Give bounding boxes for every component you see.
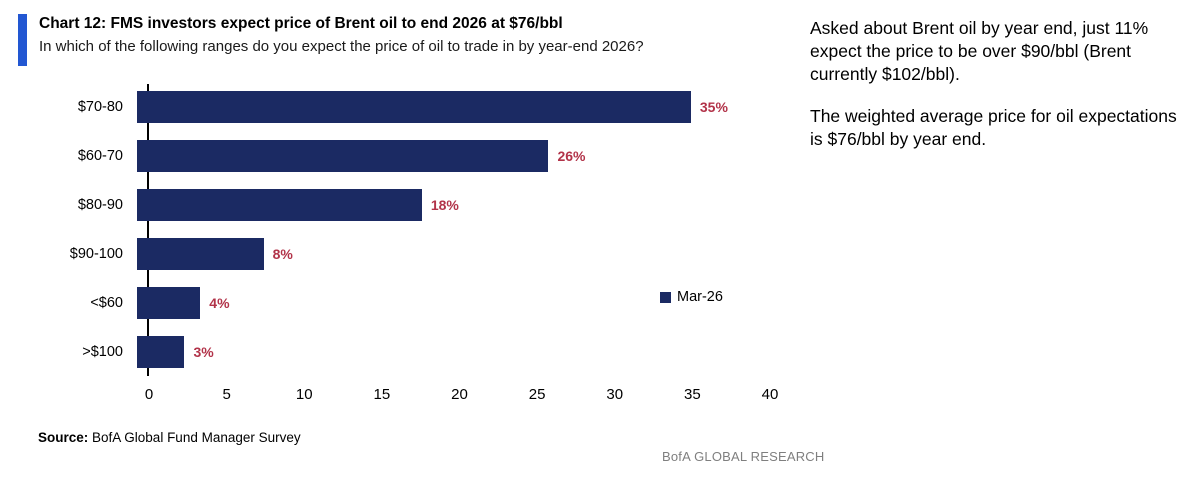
source-text: BofA Global Fund Manager Survey xyxy=(88,430,301,445)
x-tick-label: 5 xyxy=(222,386,231,403)
bar xyxy=(137,237,264,270)
bar-track: 8% xyxy=(135,229,770,278)
legend-label: Mar-26 xyxy=(677,289,723,305)
bar-rows: $70-80 35% $60-70 26% $80-90 18% $90-100 8% <$60… xyxy=(40,82,770,376)
commentary-paragraph-2: The weighted average price for oil expec… xyxy=(810,106,1177,149)
commentary-block: Asked about Brent oil by year end, just … xyxy=(810,17,1188,171)
category-label: $70-80 xyxy=(77,98,123,115)
bar-value-label: 35% xyxy=(699,98,728,115)
legend-swatch-icon xyxy=(660,291,671,303)
accent-bar xyxy=(18,14,27,66)
x-tick-label: 10 xyxy=(295,386,313,403)
y-axis-line xyxy=(147,84,149,376)
x-tick-label: 30 xyxy=(606,386,624,403)
bar-value-label: 26% xyxy=(557,147,586,164)
bar-track: 35% xyxy=(135,82,770,131)
bar-track: 4% xyxy=(135,278,770,327)
bar-track: 3% xyxy=(135,327,770,376)
x-tick-label: 15 xyxy=(373,386,391,403)
category-label: <$60 xyxy=(90,294,123,311)
x-axis: 0 5 10 15 20 25 30 35 40 xyxy=(145,380,779,406)
legend: Mar-26 xyxy=(660,289,723,305)
commentary-paragraph-1: Asked about Brent oil by year end, just … xyxy=(810,18,1149,84)
bar xyxy=(137,188,422,221)
bar-row: $70-80 35% xyxy=(40,82,770,131)
bar xyxy=(137,90,691,123)
source-label: Source: xyxy=(38,430,89,445)
bar-value-label: 8% xyxy=(272,245,293,262)
bar-value-label: 18% xyxy=(430,196,459,213)
chart-subtitle: In which of the following ranges do you … xyxy=(39,38,644,56)
bar-track: 18% xyxy=(135,180,770,229)
category-label: >$100 xyxy=(82,343,123,360)
x-tick-label: 40 xyxy=(761,386,779,403)
source-note: Source: BofA Global Fund Manager Survey xyxy=(38,430,301,445)
x-tick-label: 20 xyxy=(451,386,468,403)
category-label: $60-70 xyxy=(77,147,123,164)
bar-row: $60-70 26% xyxy=(40,131,770,180)
bar-chart: $70-80 35% $60-70 26% $80-90 18% $90-100 8% <$60… xyxy=(40,82,779,406)
bar-row: >$100 3% xyxy=(40,327,770,376)
bar xyxy=(137,286,201,319)
bar-value-label: 3% xyxy=(193,343,214,360)
chart-title: Chart 12: FMS investors expect price of … xyxy=(39,15,563,32)
bar-row: $90-100 8% xyxy=(40,229,770,278)
brand-text: BofA GLOBAL RESEARCH xyxy=(662,449,825,464)
x-tick-label: 0 xyxy=(144,386,154,403)
category-label: $80-90 xyxy=(77,196,123,213)
bar-track: 26% xyxy=(135,131,770,180)
bar-value-label: 4% xyxy=(209,294,230,311)
bar xyxy=(137,335,185,368)
x-tick-label: 25 xyxy=(528,386,546,403)
bar xyxy=(137,139,549,172)
category-label: $90-100 xyxy=(69,245,123,262)
chart-header: Chart 12: FMS investors expect price of … xyxy=(18,14,644,66)
bar-row: <$60 4% xyxy=(40,278,770,327)
header-text: Chart 12: FMS investors expect price of … xyxy=(39,14,644,57)
x-tick-label: 35 xyxy=(684,386,701,403)
bar-row: $80-90 18% xyxy=(40,180,770,229)
